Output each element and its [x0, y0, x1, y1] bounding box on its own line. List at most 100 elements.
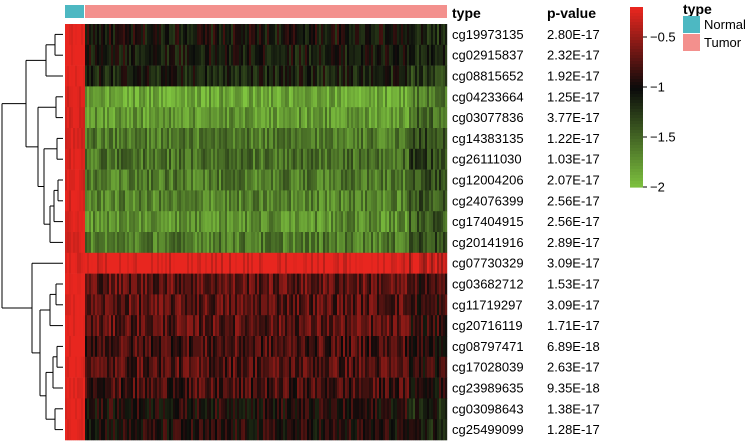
heatmap-cell: [149, 86, 152, 108]
heatmap-cell: [177, 24, 180, 46]
heatmap-cell: [115, 315, 118, 337]
heatmap-cell: [73, 232, 76, 254]
heatmap-cell: [85, 24, 88, 46]
heatmap-cell: [195, 190, 198, 212]
heatmap-cell: [147, 128, 150, 150]
heatmap-cell: [411, 107, 414, 129]
heatmap-cell: [317, 336, 320, 358]
heatmap-cell: [365, 336, 368, 358]
heatmap-cell: [113, 315, 116, 337]
heatmap-cell: [385, 232, 388, 254]
heatmap-cell: [257, 86, 260, 108]
heatmap-cell: [265, 169, 268, 191]
heatmap-cell: [211, 190, 214, 212]
heatmap-cell: [317, 232, 320, 254]
heatmap-cell: [107, 398, 110, 420]
heatmap-cell: [201, 315, 204, 337]
heatmap-cell: [199, 65, 202, 87]
heatmap-cell: [375, 273, 378, 295]
heatmap-cell: [151, 273, 154, 295]
heatmap-cell: [407, 294, 410, 316]
heatmap-cell: [317, 44, 320, 66]
heatmap-cell: [387, 377, 390, 399]
heatmap-cell: [425, 107, 428, 129]
heatmap-cell: [269, 169, 272, 191]
heatmap-cell: [335, 419, 338, 441]
heatmap-cell: [369, 128, 372, 150]
heatmap-cell: [335, 128, 338, 150]
heatmap-cell: [435, 128, 438, 150]
heatmap-cell: [305, 190, 308, 212]
heatmap-cell: [315, 190, 318, 212]
heatmap-cell: [143, 107, 146, 129]
heatmap-cell: [353, 294, 356, 316]
heatmap-cell: [155, 190, 158, 212]
heatmap-cell: [111, 211, 114, 233]
heatmap-cell: [177, 148, 180, 170]
heatmap-cell: [367, 128, 370, 150]
heatmap-cell: [107, 336, 110, 358]
heatmap-cell: [355, 315, 358, 337]
heatmap-cell: [99, 107, 102, 129]
heatmap-cell: [333, 356, 336, 378]
heatmap-cell: [117, 356, 120, 378]
heatmap-cell: [145, 211, 148, 233]
heatmap-cell: [405, 44, 408, 66]
heatmap-cell: [85, 315, 88, 337]
heatmap-cell: [75, 65, 78, 87]
heatmap-cell: [105, 190, 108, 212]
heatmap-cell: [335, 377, 338, 399]
heatmap-cell: [157, 44, 160, 66]
heatmap-cell: [439, 315, 442, 337]
heatmap-cell: [269, 65, 272, 87]
heatmap-cell: [421, 356, 424, 378]
heatmap-cell: [107, 86, 110, 108]
heatmap-cell: [223, 169, 226, 191]
heatmap-cell: [277, 169, 280, 191]
heatmap-cell: [117, 128, 120, 150]
heatmap-cell: [67, 44, 70, 66]
heatmap-cell: [131, 190, 134, 212]
heatmap-cell: [193, 252, 196, 274]
heatmap-cell: [341, 377, 344, 399]
heatmap-cell: [433, 148, 436, 170]
heatmap-cell: [127, 315, 130, 337]
heatmap-cell: [197, 273, 200, 295]
heatmap-cell: [393, 169, 396, 191]
heatmap-cell: [425, 86, 428, 108]
heatmap-cell: [159, 65, 162, 87]
heatmap-cell: [431, 107, 434, 129]
heatmap-cell: [169, 398, 172, 420]
heatmap-cell: [213, 232, 216, 254]
heatmap-cell: [325, 294, 328, 316]
heatmap-cell: [83, 336, 86, 358]
heatmap-cell: [177, 128, 180, 150]
heatmap-cell: [381, 336, 384, 358]
heatmap-cell: [89, 107, 92, 129]
heatmap-cell: [119, 190, 122, 212]
heatmap-cell: [187, 107, 190, 129]
heatmap-cell: [431, 211, 434, 233]
heatmap-cell: [157, 336, 160, 358]
heatmap-cell: [215, 65, 218, 87]
heatmap-cell: [103, 148, 106, 170]
heatmap-cell: [87, 398, 90, 420]
heatmap-cell: [299, 315, 302, 337]
heatmap-cell: [415, 169, 418, 191]
heatmap-cell: [227, 169, 230, 191]
heatmap-cell: [365, 398, 368, 420]
heatmap-cell: [327, 232, 330, 254]
heatmap-cell: [243, 148, 246, 170]
heatmap-cell: [211, 65, 214, 87]
heatmap-cell: [291, 169, 294, 191]
heatmap-cell: [111, 273, 114, 295]
heatmap-cell: [215, 377, 218, 399]
heatmap-cell: [313, 148, 316, 170]
heatmap-cell: [69, 86, 72, 108]
heatmap-cell: [347, 211, 350, 233]
heatmap-cell: [421, 419, 424, 441]
heatmap-cell: [399, 252, 402, 274]
heatmap-cell: [385, 44, 388, 66]
colorbar-segment: [630, 67, 643, 71]
pvalue-label: 3.77E-17: [547, 110, 600, 125]
